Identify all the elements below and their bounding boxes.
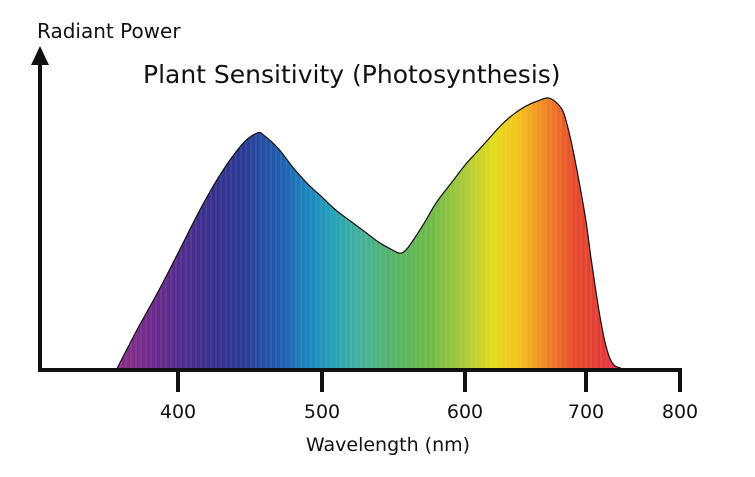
y-axis-title: Radiant Power xyxy=(37,19,181,43)
chart-title: Plant Sensitivity (Photosynthesis) xyxy=(143,60,561,89)
x-tick-labels: 400 500 600 700 800 xyxy=(160,401,698,423)
x-tick-label: 400 xyxy=(160,401,196,423)
y-axis-arrow xyxy=(31,46,49,65)
x-tick-label: 500 xyxy=(304,401,340,423)
x-tick-label: 800 xyxy=(662,401,698,423)
spectrum-area xyxy=(116,97,622,370)
x-tick-label: 700 xyxy=(568,401,604,423)
series-curve xyxy=(116,97,622,369)
x-axis-title: Wavelength (nm) xyxy=(306,434,470,456)
x-ticks xyxy=(176,370,682,392)
x-tick-label: 600 xyxy=(447,401,483,423)
